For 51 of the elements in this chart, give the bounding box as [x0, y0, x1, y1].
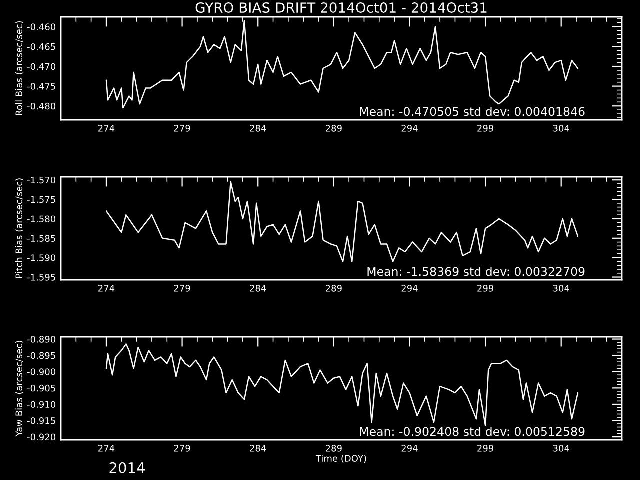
y-tick-label: -0.900: [27, 368, 56, 376]
x-tick-label: 304: [553, 125, 570, 132]
line-series: [106, 20, 579, 109]
annotation: Mean: -0.902408 std dev: 0.00512589: [360, 427, 585, 436]
y-axis-title: Pitch Bias (arcsec/sec): [16, 178, 24, 278]
y-tick-label: -0.890: [27, 336, 56, 343]
y-tick-label: -0.915: [27, 418, 56, 424]
chart-title: GYRO BIAS DRIFT 2014Oct01 - 2014Oct31: [196, 2, 487, 14]
x-tick-label: 294: [402, 445, 418, 452]
x-tick-label: 279: [174, 125, 190, 132]
y-tick-label: -0.895: [27, 352, 56, 360]
x-tick-label: 279: [174, 285, 190, 292]
x-tick-label: 294: [402, 125, 418, 132]
y-tick-label: -0.465: [27, 43, 56, 50]
y-tick-label: -0.475: [27, 83, 56, 90]
x-tick-label: 274: [98, 445, 115, 452]
y-tick-label: -0.910: [27, 401, 56, 408]
x-tick-label: 284: [250, 285, 266, 292]
x-tick-label: 289: [326, 285, 342, 292]
x-tick-label: 299: [478, 285, 494, 292]
x-tick-label: 279: [174, 445, 190, 452]
y-tick-label: -0.460: [27, 24, 56, 30]
x-tick-label: 304: [553, 445, 570, 452]
y-tick-label: -1.585: [27, 235, 56, 242]
y-tick-label: -1.590: [27, 254, 56, 262]
y-tick-label: -0.470: [27, 63, 56, 70]
x-tick-label: 284: [250, 445, 266, 452]
y-tick-label: -1.580: [27, 216, 56, 223]
x-tick-label: 274: [98, 125, 115, 132]
x-tick-label: 304: [553, 285, 570, 292]
x-axis-title: Time (DOY): [316, 454, 366, 464]
y-axis-title: Yaw Bias (arcsec/sec): [16, 341, 24, 437]
x-tick-label: 284: [250, 125, 266, 132]
y-tick-label: -1.575: [27, 196, 56, 204]
line-series: [106, 181, 579, 262]
annotation: Mean: -0.470505 std dev: 0.00401846: [360, 107, 585, 116]
annotation: Mean: -1.58369 std dev: 0.00322709: [368, 267, 585, 276]
x-tick-label: 274: [98, 285, 115, 292]
x-tick-label: 299: [478, 445, 494, 452]
x-tick-label: 294: [402, 285, 418, 292]
y-tick-label: -0.920: [27, 434, 56, 441]
x-tick-label: 289: [326, 125, 342, 132]
y-tick-label: -0.480: [27, 102, 56, 110]
y-tick-label: -1.570: [27, 176, 56, 184]
y-axis-title: Roll Bias (arcsec/sec): [16, 21, 24, 116]
x-tick-label: 289: [326, 445, 342, 452]
y-tick-label: -0.905: [27, 384, 56, 392]
line-series: [106, 344, 579, 426]
y-tick-label: -1.595: [27, 274, 56, 281]
x-tick-label: 299: [478, 125, 494, 132]
text: 2014: [110, 462, 145, 474]
